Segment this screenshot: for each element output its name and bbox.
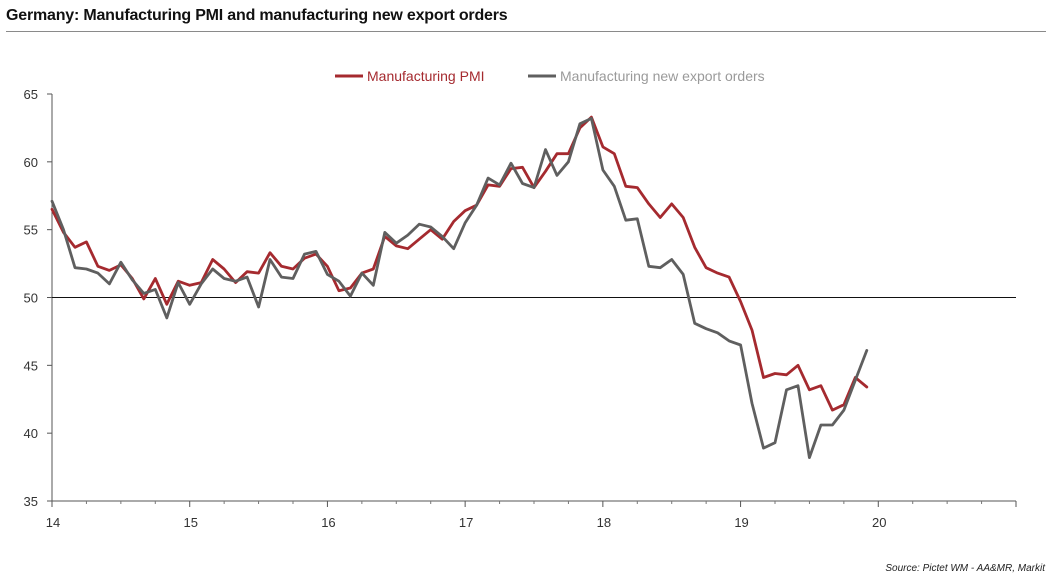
y-tick-label-40: 40 xyxy=(24,426,38,441)
chart-source: Source: Pictet WM - AA&MR, Markit xyxy=(885,563,1045,574)
y-tick-label-45: 45 xyxy=(24,358,38,373)
y-tick-label-55: 55 xyxy=(24,223,38,238)
legend-label-1: Manufacturing PMI xyxy=(367,68,485,84)
x-tick-label-15: 15 xyxy=(183,515,197,530)
title-divider xyxy=(6,31,1046,32)
y-tick-label-60: 60 xyxy=(24,155,38,170)
legend-label-2: Manufacturing new export orders xyxy=(560,68,765,84)
x-tick-label-17: 17 xyxy=(459,515,473,530)
y-tick-label-35: 35 xyxy=(24,494,38,509)
x-tick-label-20: 20 xyxy=(872,515,886,530)
series-line-2 xyxy=(50,117,869,460)
y-tick-label-50: 50 xyxy=(24,291,38,306)
y-tick-label-65: 65 xyxy=(24,87,38,102)
series-line-1 xyxy=(50,115,869,412)
chart-title: Germany: Manufacturing PMI and manufactu… xyxy=(6,7,508,24)
x-tick-label-19: 19 xyxy=(734,515,748,530)
x-tick-label-14: 14 xyxy=(46,515,60,530)
x-tick-label-16: 16 xyxy=(321,515,335,530)
x-tick-label-18: 18 xyxy=(597,515,611,530)
